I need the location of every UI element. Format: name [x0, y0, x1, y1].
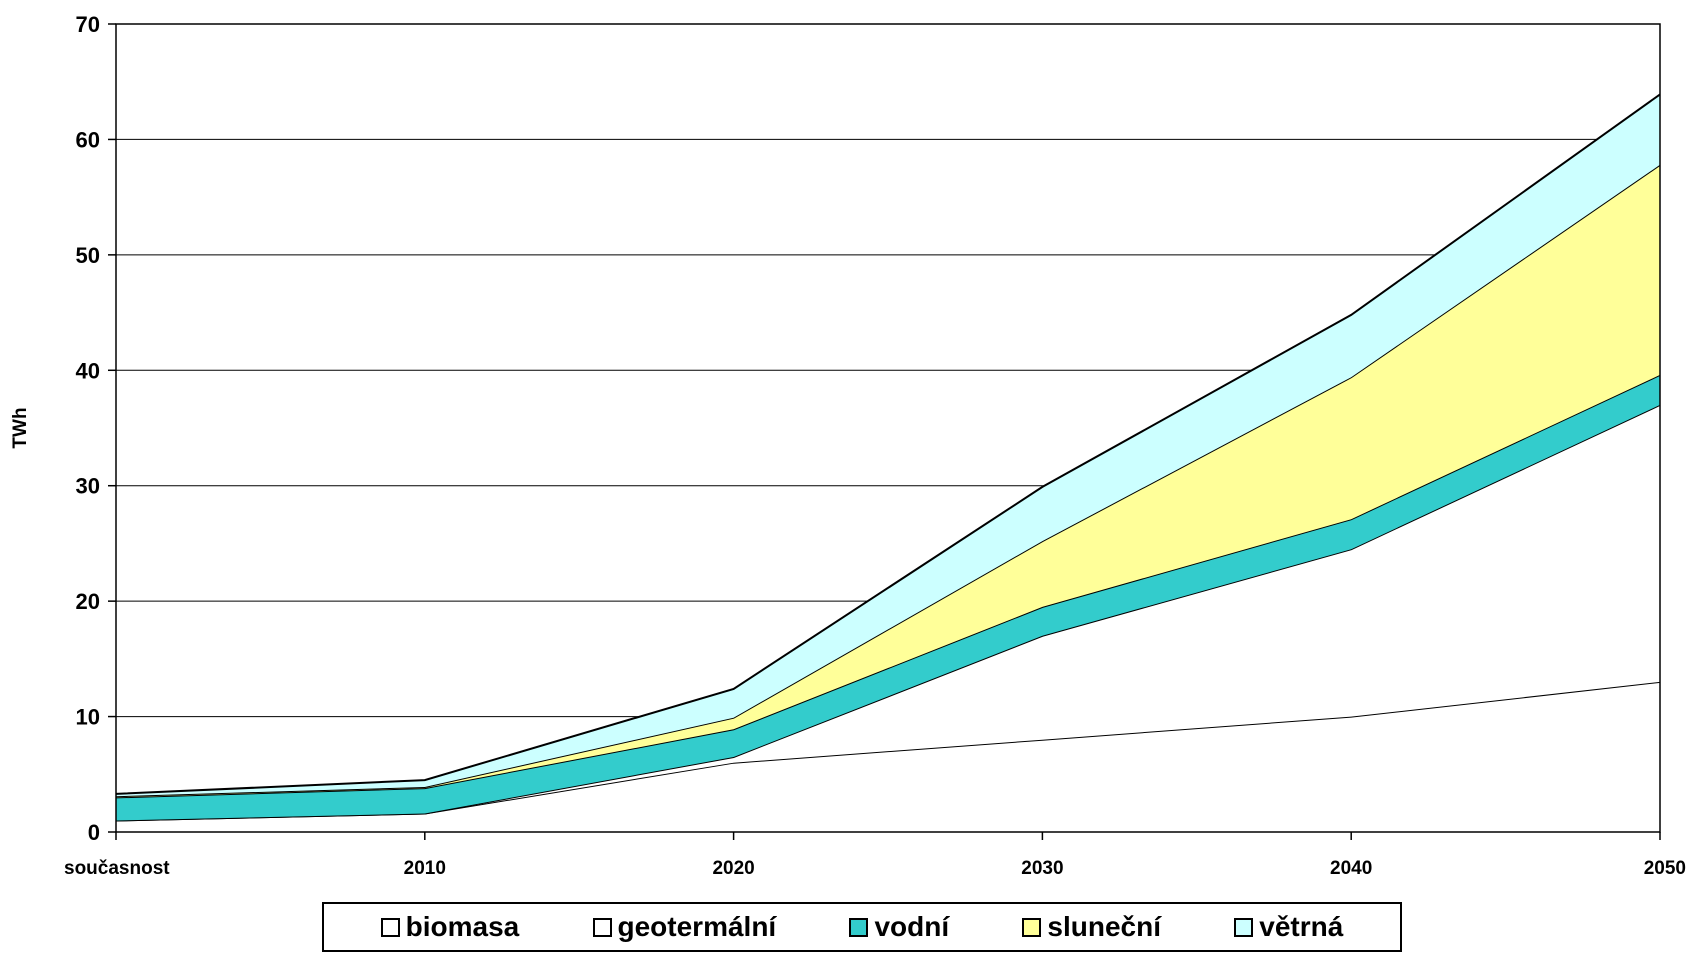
legend-item-geotermální: geotermální: [592, 911, 777, 943]
x-tick-label: 2030: [1021, 858, 1063, 879]
x-axis-ticks: současnost 2010 2020 2030 2040 2050: [64, 832, 1686, 879]
legend-swatch: [1022, 917, 1042, 937]
area-series: [115, 93, 1661, 832]
y-tick-label: 50: [76, 243, 100, 268]
area-biomasa: [116, 681, 1660, 832]
legend-label: biomasa: [405, 911, 520, 942]
x-tick-label: 2010: [404, 858, 446, 879]
legend-item-vodní: vodní: [849, 911, 949, 943]
y-tick-label: 10: [76, 705, 100, 730]
y-tick-label: 60: [76, 127, 100, 152]
plot-frame: [115, 23, 1661, 833]
legend-label: vodní: [874, 911, 950, 942]
legend-swatch: [849, 917, 869, 937]
legend-swatch: [592, 917, 612, 937]
y-tick-label: 40: [76, 358, 100, 383]
y-tick-label: 70: [76, 12, 100, 37]
series-line-geotermální: [115, 403, 1661, 822]
series-line-větrná: [115, 93, 1661, 795]
x-tick-label: současnost: [64, 858, 170, 879]
y-axis-title: TWh: [10, 407, 31, 448]
legend-item-sluneční: sluneční: [1022, 911, 1161, 943]
legend-label: geotermální: [617, 911, 777, 942]
y-tick-label: 20: [76, 589, 100, 614]
legend: biomasa geotermální vodní sluneční větrná: [322, 902, 1402, 952]
y-tick-label: 0: [88, 820, 100, 845]
area-sluneční: [116, 164, 1660, 798]
legend-swatch: [1234, 917, 1254, 937]
y-axis-ticks: 0 10 20 30 40 50 60 70: [76, 12, 116, 845]
legend-swatch: [380, 917, 400, 937]
legend-item-biomasa: biomasa: [380, 911, 520, 943]
legend-item-větrná: větrná: [1234, 911, 1343, 943]
y-tick-label: 30: [76, 474, 100, 499]
legend-label: sluneční: [1047, 911, 1161, 942]
x-tick-label: 2040: [1330, 858, 1372, 879]
x-tick-label: 2050: [1644, 858, 1686, 879]
x-tick-label: 2020: [712, 858, 754, 879]
legend-label: větrná: [1259, 911, 1344, 942]
area-geotermální: [116, 404, 1660, 821]
